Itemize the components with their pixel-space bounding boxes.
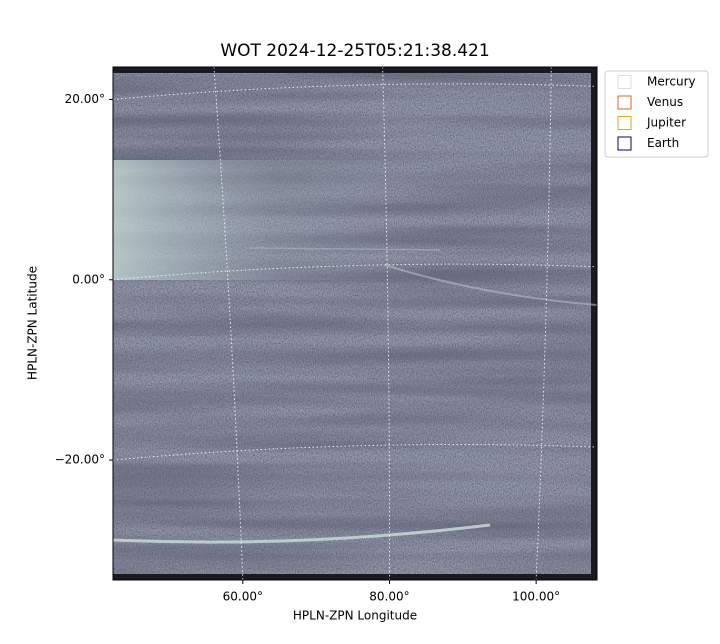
legend-frame [604, 70, 709, 158]
legend-marker [617, 75, 632, 89]
legend-label: Earth [647, 136, 679, 150]
legend-label: Venus [647, 95, 683, 109]
y-axis-label: HPLN-ZPN Latitude [26, 266, 40, 380]
legend: Mercury Venus Jupiter Earth [604, 70, 709, 158]
grid-line [213, 66, 244, 581]
legend-label: Mercury [647, 75, 696, 89]
legend-marker [617, 95, 632, 110]
legend-marker [617, 116, 632, 130]
x-axis-label: HPLN-ZPN Longitude [293, 609, 417, 623]
x-tick-label: 100.00° [512, 590, 560, 604]
grid-line [535, 66, 552, 581]
y-tick-label: −20.00° [55, 453, 105, 467]
legend-label: Jupiter [646, 116, 686, 130]
legend-marker [617, 136, 632, 151]
plot-frame [112, 66, 598, 581]
image [113, 67, 597, 580]
x-tick-label: 60.00° [223, 590, 263, 604]
y-tick-label: 0.00° [72, 272, 105, 286]
x-tick-label: 80.00° [369, 590, 409, 604]
y-tick-label: 20.00° [65, 92, 105, 106]
grid-line [382, 66, 391, 581]
grid [112, 66, 598, 581]
chart-title: WOT 2024-12-25T05:21:38.421 [220, 41, 489, 61]
